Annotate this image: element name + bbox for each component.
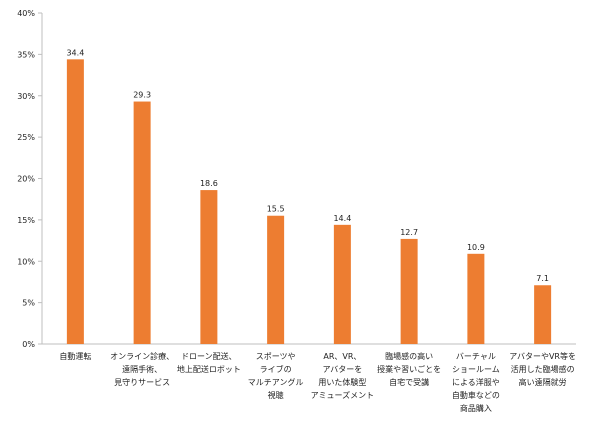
data-label: 29.3 [133,91,151,100]
x-category-label: 活用した臨場感の [511,364,575,374]
x-category-label: オンライン診療、 [110,351,174,361]
data-label: 7.1 [536,274,549,283]
bar [333,224,351,344]
x-category-label: アバターやVR等を [509,351,576,361]
x-category-label: マルチアングル [248,377,304,387]
x-category-label: 自宅で受講 [389,377,429,387]
x-category-label: 視聴 [268,390,284,400]
bar [200,190,218,344]
bar [534,285,552,344]
bar [66,59,84,345]
x-category-label: による洋服や [452,377,500,387]
y-tick-label: 30% [17,92,35,101]
x-category-label: ドローン配送、 [181,351,237,361]
bar [267,215,285,344]
x-category-label: アミューズメント [311,390,374,400]
x-category-label: AR、VR、 [323,352,361,361]
x-category-label: 自動運転 [59,351,91,361]
x-category-label: 臨場感の高い [385,351,433,361]
data-label: 34.4 [66,48,84,57]
y-tick-label: 0% [22,340,35,349]
bar [400,238,418,344]
x-category-label: 商品購入 [460,403,492,413]
bar [467,253,485,344]
bar [133,101,151,344]
y-tick-label: 10% [17,257,35,266]
x-category-label: 見守りサービス [114,377,170,387]
data-label: 14.4 [333,214,351,223]
y-tick-label: 20% [17,175,35,184]
x-category-label: 授業や習いごとを [377,364,441,374]
data-label: 12.7 [400,228,418,237]
data-label: 10.9 [467,243,485,252]
y-tick-label: 5% [22,299,35,308]
x-category-label: 自動車などの [452,390,500,400]
data-label: 15.5 [267,205,285,214]
x-category-label: 地上配送ロボット [177,364,241,374]
x-category-label: 用いた体験型 [318,377,366,387]
x-category-label: ライブの [260,364,292,374]
x-category-label: アバターを [323,365,363,374]
y-tick-label: 40% [17,9,35,18]
x-category-label: スポーツや [256,352,296,361]
y-tick-label: 25% [17,133,35,142]
x-category-label: 高い遠隔就労 [519,377,567,387]
x-category-label: ショールーム [452,365,500,374]
data-label: 18.6 [200,179,218,188]
x-category-label: 遠隔手術、 [122,364,162,374]
y-tick-label: 15% [17,216,35,225]
y-tick-label: 35% [17,50,35,59]
x-category-label: バーチャル [456,352,496,361]
